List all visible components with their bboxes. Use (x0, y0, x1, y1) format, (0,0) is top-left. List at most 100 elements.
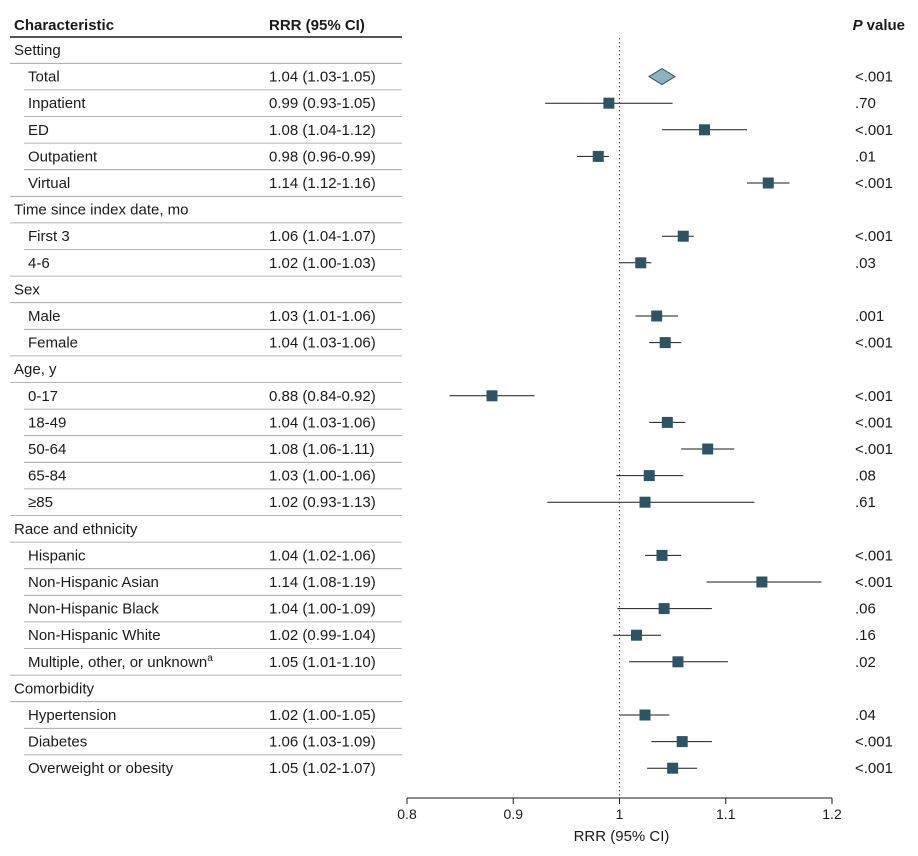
table-row: 50-64 1.08 (1.06-1.11) <.001 (28, 441, 893, 458)
row-estimate: 1.04 (1.03-1.06) (269, 414, 376, 431)
table-row: 4-6 1.02 (1.00-1.03) .03 (28, 255, 876, 272)
row-estimate: 1.04 (1.03-1.05) (269, 69, 376, 86)
row-label-text: First 3 (28, 228, 70, 245)
row-estimate: 1.14 (1.12-1.16) (269, 175, 376, 192)
table-row: Outpatient 0.98 (0.96-0.99) .01 (28, 148, 876, 165)
table-row: Non-Hispanic Black 1.04 (1.00-1.09) .06 (28, 601, 876, 618)
row-estimate: 1.06 (1.04-1.07) (269, 228, 376, 245)
row-label-text: 50-64 (28, 441, 66, 458)
table-row: ED 1.08 (1.04-1.12) <.001 (28, 122, 893, 139)
group-label: Setting (14, 42, 61, 59)
estimate-square (486, 390, 498, 402)
row-label: 65-84 (28, 468, 66, 485)
row-label-text: 0-17 (28, 388, 58, 405)
row-p-value: .001 (855, 308, 884, 325)
estimate-square (676, 736, 688, 748)
row-estimate: 1.02 (1.00-1.05) (269, 707, 376, 724)
estimate-square (756, 576, 768, 588)
group-row: Sex (14, 281, 40, 298)
row-p-value: .06 (855, 601, 876, 618)
row-estimate: 1.05 (1.01-1.10) (269, 654, 376, 671)
row-label-text: Inpatient (28, 95, 86, 112)
row-p-value: .16 (855, 627, 876, 644)
row-estimate: 0.98 (0.96-0.99) (269, 148, 376, 165)
row-p-value: <.001 (855, 414, 893, 431)
row-label-text: Non-Hispanic Asian (28, 574, 159, 591)
row-estimate: 1.02 (0.93-1.13) (269, 494, 376, 511)
estimate-square (643, 470, 655, 482)
estimate-square (659, 337, 671, 349)
row-label-text: 18-49 (28, 414, 66, 431)
estimate-square (639, 496, 651, 508)
table-row: 18-49 1.04 (1.03-1.06) <.001 (28, 414, 893, 431)
row-label-text: Multiple, other, or unknown (28, 654, 207, 671)
table-row: 0-17 0.88 (0.84-0.92) <.001 (28, 388, 893, 405)
group-row: Setting (14, 42, 61, 59)
row-estimate: 1.08 (1.06-1.11) (269, 441, 375, 458)
row-estimate: 1.04 (1.00-1.09) (269, 601, 376, 618)
row-p-value: <.001 (855, 69, 893, 86)
header-characteristic: Characteristic (14, 17, 114, 34)
estimate-square (762, 177, 774, 189)
table-row: First 3 1.06 (1.04-1.07) <.001 (28, 228, 893, 245)
row-estimate: 1.02 (1.00-1.03) (269, 255, 376, 272)
estimate-square (592, 150, 604, 162)
row-label: Hypertension (28, 707, 116, 724)
row-p-value: <.001 (855, 388, 893, 405)
row-label-text: Diabetes (28, 734, 87, 751)
table-row: Total 1.04 (1.03-1.05) <.001 (28, 69, 893, 86)
estimate-square (635, 257, 647, 269)
row-p-value: .08 (855, 468, 876, 485)
estimate-square (656, 549, 668, 561)
row-p-value: <.001 (855, 335, 893, 352)
group-label: Age, y (14, 361, 57, 378)
row-label-text: Overweight or obesity (28, 760, 174, 777)
row-p-value: .02 (855, 654, 876, 671)
group-row: Age, y (14, 361, 57, 378)
row-label-text: Hispanic (28, 547, 86, 564)
group-label: Time since index date, mo (14, 202, 189, 219)
estimate-square (699, 124, 710, 136)
row-p-value: <.001 (855, 228, 893, 245)
estimate-square (658, 603, 670, 615)
x-tick-label: 1.1 (716, 806, 736, 822)
table-row: Diabetes 1.06 (1.03-1.09) <.001 (28, 734, 893, 751)
table-row: Hispanic 1.04 (1.02-1.06) <.001 (28, 547, 893, 564)
row-label: ≥85 (28, 494, 53, 511)
group-row: Time since index date, mo (14, 202, 189, 219)
row-estimate: 1.02 (0.99-1.04) (269, 627, 376, 644)
row-p-value: <.001 (855, 175, 893, 192)
row-p-value: <.001 (855, 441, 893, 458)
table-row: Non-Hispanic Asian 1.14 (1.08-1.19) <.001 (28, 574, 893, 591)
row-estimate: 1.03 (1.01-1.06) (269, 308, 376, 325)
row-label: ED (28, 122, 49, 139)
row-label: Non-Hispanic White (28, 627, 161, 644)
row-p-value: <.001 (855, 574, 893, 591)
row-label-superscript: a (207, 653, 213, 664)
table-row: Male 1.03 (1.01-1.06) .001 (28, 308, 884, 325)
row-estimate: 1.03 (1.00-1.06) (269, 468, 376, 485)
row-label-text: Male (28, 308, 61, 325)
x-tick-label: 1.2 (822, 806, 842, 822)
row-label: Non-Hispanic Black (28, 601, 159, 618)
group-label: Race and ethnicity (14, 521, 138, 538)
row-label: Non-Hispanic Asian (28, 574, 159, 591)
row-label-text: ED (28, 122, 49, 139)
row-label: Hispanic (28, 547, 86, 564)
row-label-text: Outpatient (28, 148, 98, 165)
table-row: Overweight or obesity 1.05 (1.02-1.07) <.0… (28, 760, 893, 777)
estimate-square (702, 443, 714, 455)
estimate-square (661, 416, 673, 428)
row-label-text: 4-6 (28, 255, 50, 272)
estimate-square (672, 656, 684, 668)
row-label: Multiple, other, or unknowna (28, 653, 213, 671)
estimate-square (651, 310, 663, 322)
row-estimate: 0.88 (0.84-0.92) (269, 388, 376, 405)
plot-marks (449, 38, 822, 798)
group-row: Race and ethnicity (14, 521, 138, 538)
row-p-value: <.001 (855, 734, 893, 751)
row-p-value: .70 (855, 95, 876, 112)
row-p-value: .03 (855, 255, 876, 272)
